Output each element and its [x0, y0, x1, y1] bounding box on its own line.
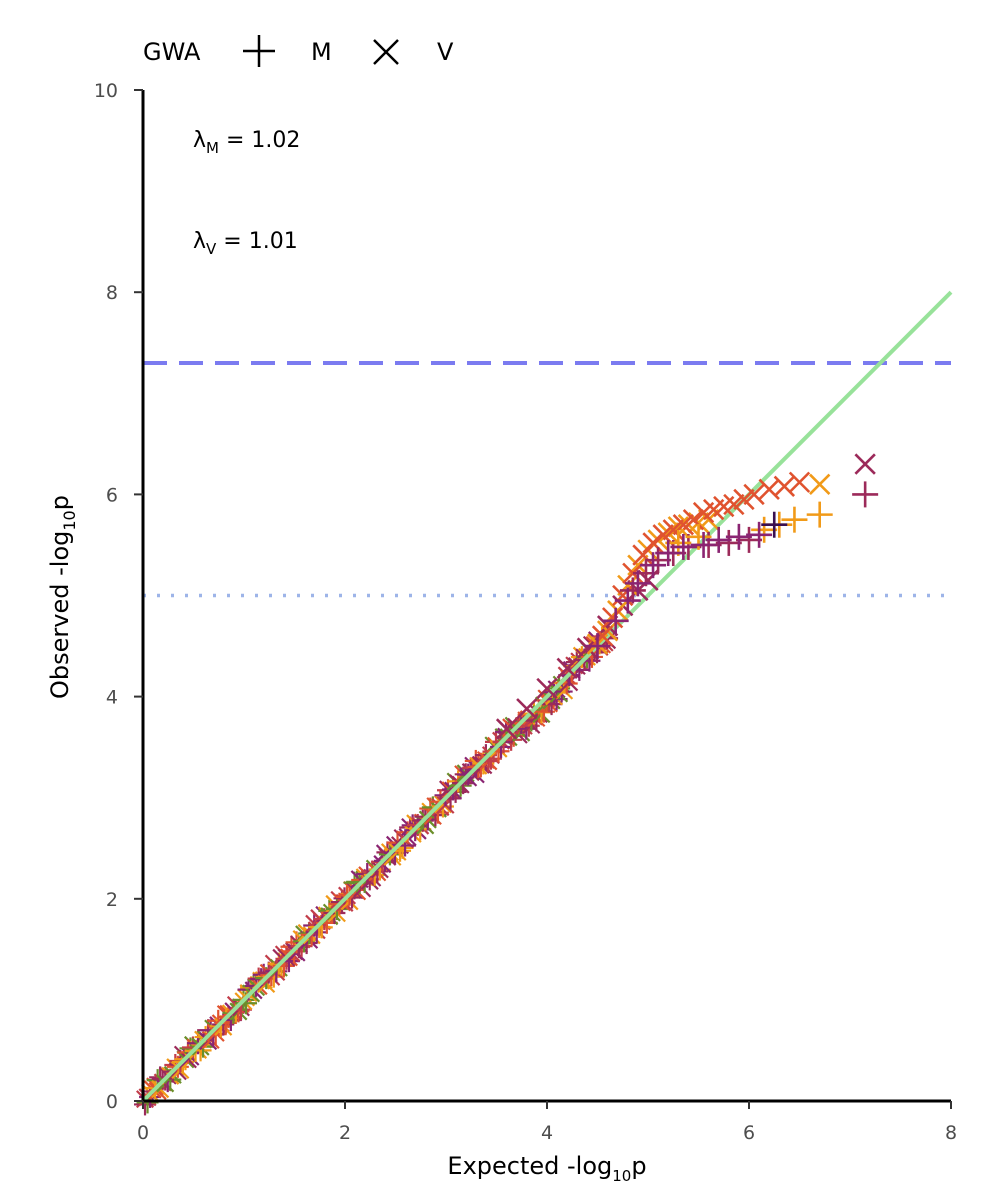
legend-plus-icon — [243, 35, 275, 67]
point-cross-marker — [591, 625, 614, 647]
point-plus-marker — [655, 540, 682, 567]
point-cross-marker — [672, 514, 695, 536]
point-plus-marker — [806, 501, 833, 528]
point-cross-marker — [612, 584, 634, 607]
reference-lines-layer — [141, 290, 953, 1103]
x-axis-title: Expected -log10p — [447, 1152, 646, 1185]
point-plus-marker — [751, 516, 778, 543]
point-plus-marker — [584, 633, 611, 660]
point-cross-marker — [536, 677, 558, 700]
y-tick-label: 4 — [106, 687, 118, 709]
x-tick-label: 6 — [743, 1122, 755, 1144]
x-tick-label: 4 — [541, 1122, 553, 1144]
x-tick-label: 2 — [339, 1122, 351, 1144]
point-plus-marker — [852, 481, 879, 508]
point-plus-marker — [665, 529, 692, 556]
point-cross-marker — [657, 522, 679, 544]
point-plus-marker — [619, 577, 646, 604]
point-plus-marker — [670, 533, 697, 560]
point-plus-marker — [761, 511, 788, 538]
point-cross-marker — [733, 488, 755, 511]
legend-title: GWA — [143, 38, 201, 66]
point-cross-marker — [622, 562, 644, 584]
y-tick-label: 0 — [106, 1091, 118, 1113]
point-cross-marker — [556, 657, 578, 679]
point-cross-marker — [662, 519, 684, 541]
ticks-layer: 0 2 4 6 8 0 2 4 6 8 10 — [94, 80, 957, 1144]
lambda-m-annotation: λM = 1.02 — [193, 128, 300, 157]
x-tick-label: 0 — [137, 1122, 149, 1144]
point-cross-marker — [632, 544, 654, 566]
point-cross-marker — [667, 516, 689, 538]
point-plus-marker — [624, 570, 651, 597]
point-plus-marker — [725, 523, 752, 550]
point-plus-marker — [781, 506, 808, 533]
point-cross-marker — [692, 501, 715, 524]
point-cross-marker — [788, 471, 811, 493]
point-plus-marker — [602, 607, 629, 634]
point-cross-marker — [495, 718, 518, 740]
point-cross-marker — [743, 483, 765, 506]
point-plus-marker — [640, 552, 667, 579]
point-plus-marker — [705, 526, 732, 553]
legend-label-v: V — [437, 38, 454, 66]
point-cross-marker — [617, 574, 639, 597]
point-plus-marker — [690, 531, 717, 558]
y-tick-label: 2 — [106, 889, 118, 911]
point-cross-marker — [854, 453, 876, 475]
point-cross-marker — [682, 509, 705, 531]
point-plus-marker — [614, 587, 641, 614]
y-tick-label: 6 — [106, 484, 118, 506]
point-cross-marker — [642, 532, 664, 554]
y-axis-title: Observed -log10p — [46, 495, 79, 699]
point-plus-marker — [645, 547, 672, 574]
expected-diagonal-line — [141, 290, 953, 1103]
legend: GWA M V — [143, 35, 454, 67]
legend-label-m: M — [311, 38, 332, 66]
point-cross-marker — [652, 524, 674, 546]
legend-cross-icon — [373, 39, 399, 65]
point-cross-marker — [516, 698, 538, 720]
x-tick-label: 8 — [945, 1122, 957, 1144]
point-cross-marker — [758, 478, 780, 501]
data-points-layer — [495, 453, 879, 740]
lambda-v-annotation: λV = 1.01 — [193, 229, 298, 258]
y-tick-label: 10 — [94, 80, 118, 102]
point-plus-marker — [746, 521, 773, 548]
dense-point-marker — [540, 693, 563, 716]
point-cross-marker — [601, 607, 624, 629]
point-plus-marker — [736, 526, 762, 553]
y-tick-label: 8 — [106, 282, 118, 304]
point-plus-marker — [715, 529, 742, 556]
point-cross-marker — [809, 473, 831, 495]
